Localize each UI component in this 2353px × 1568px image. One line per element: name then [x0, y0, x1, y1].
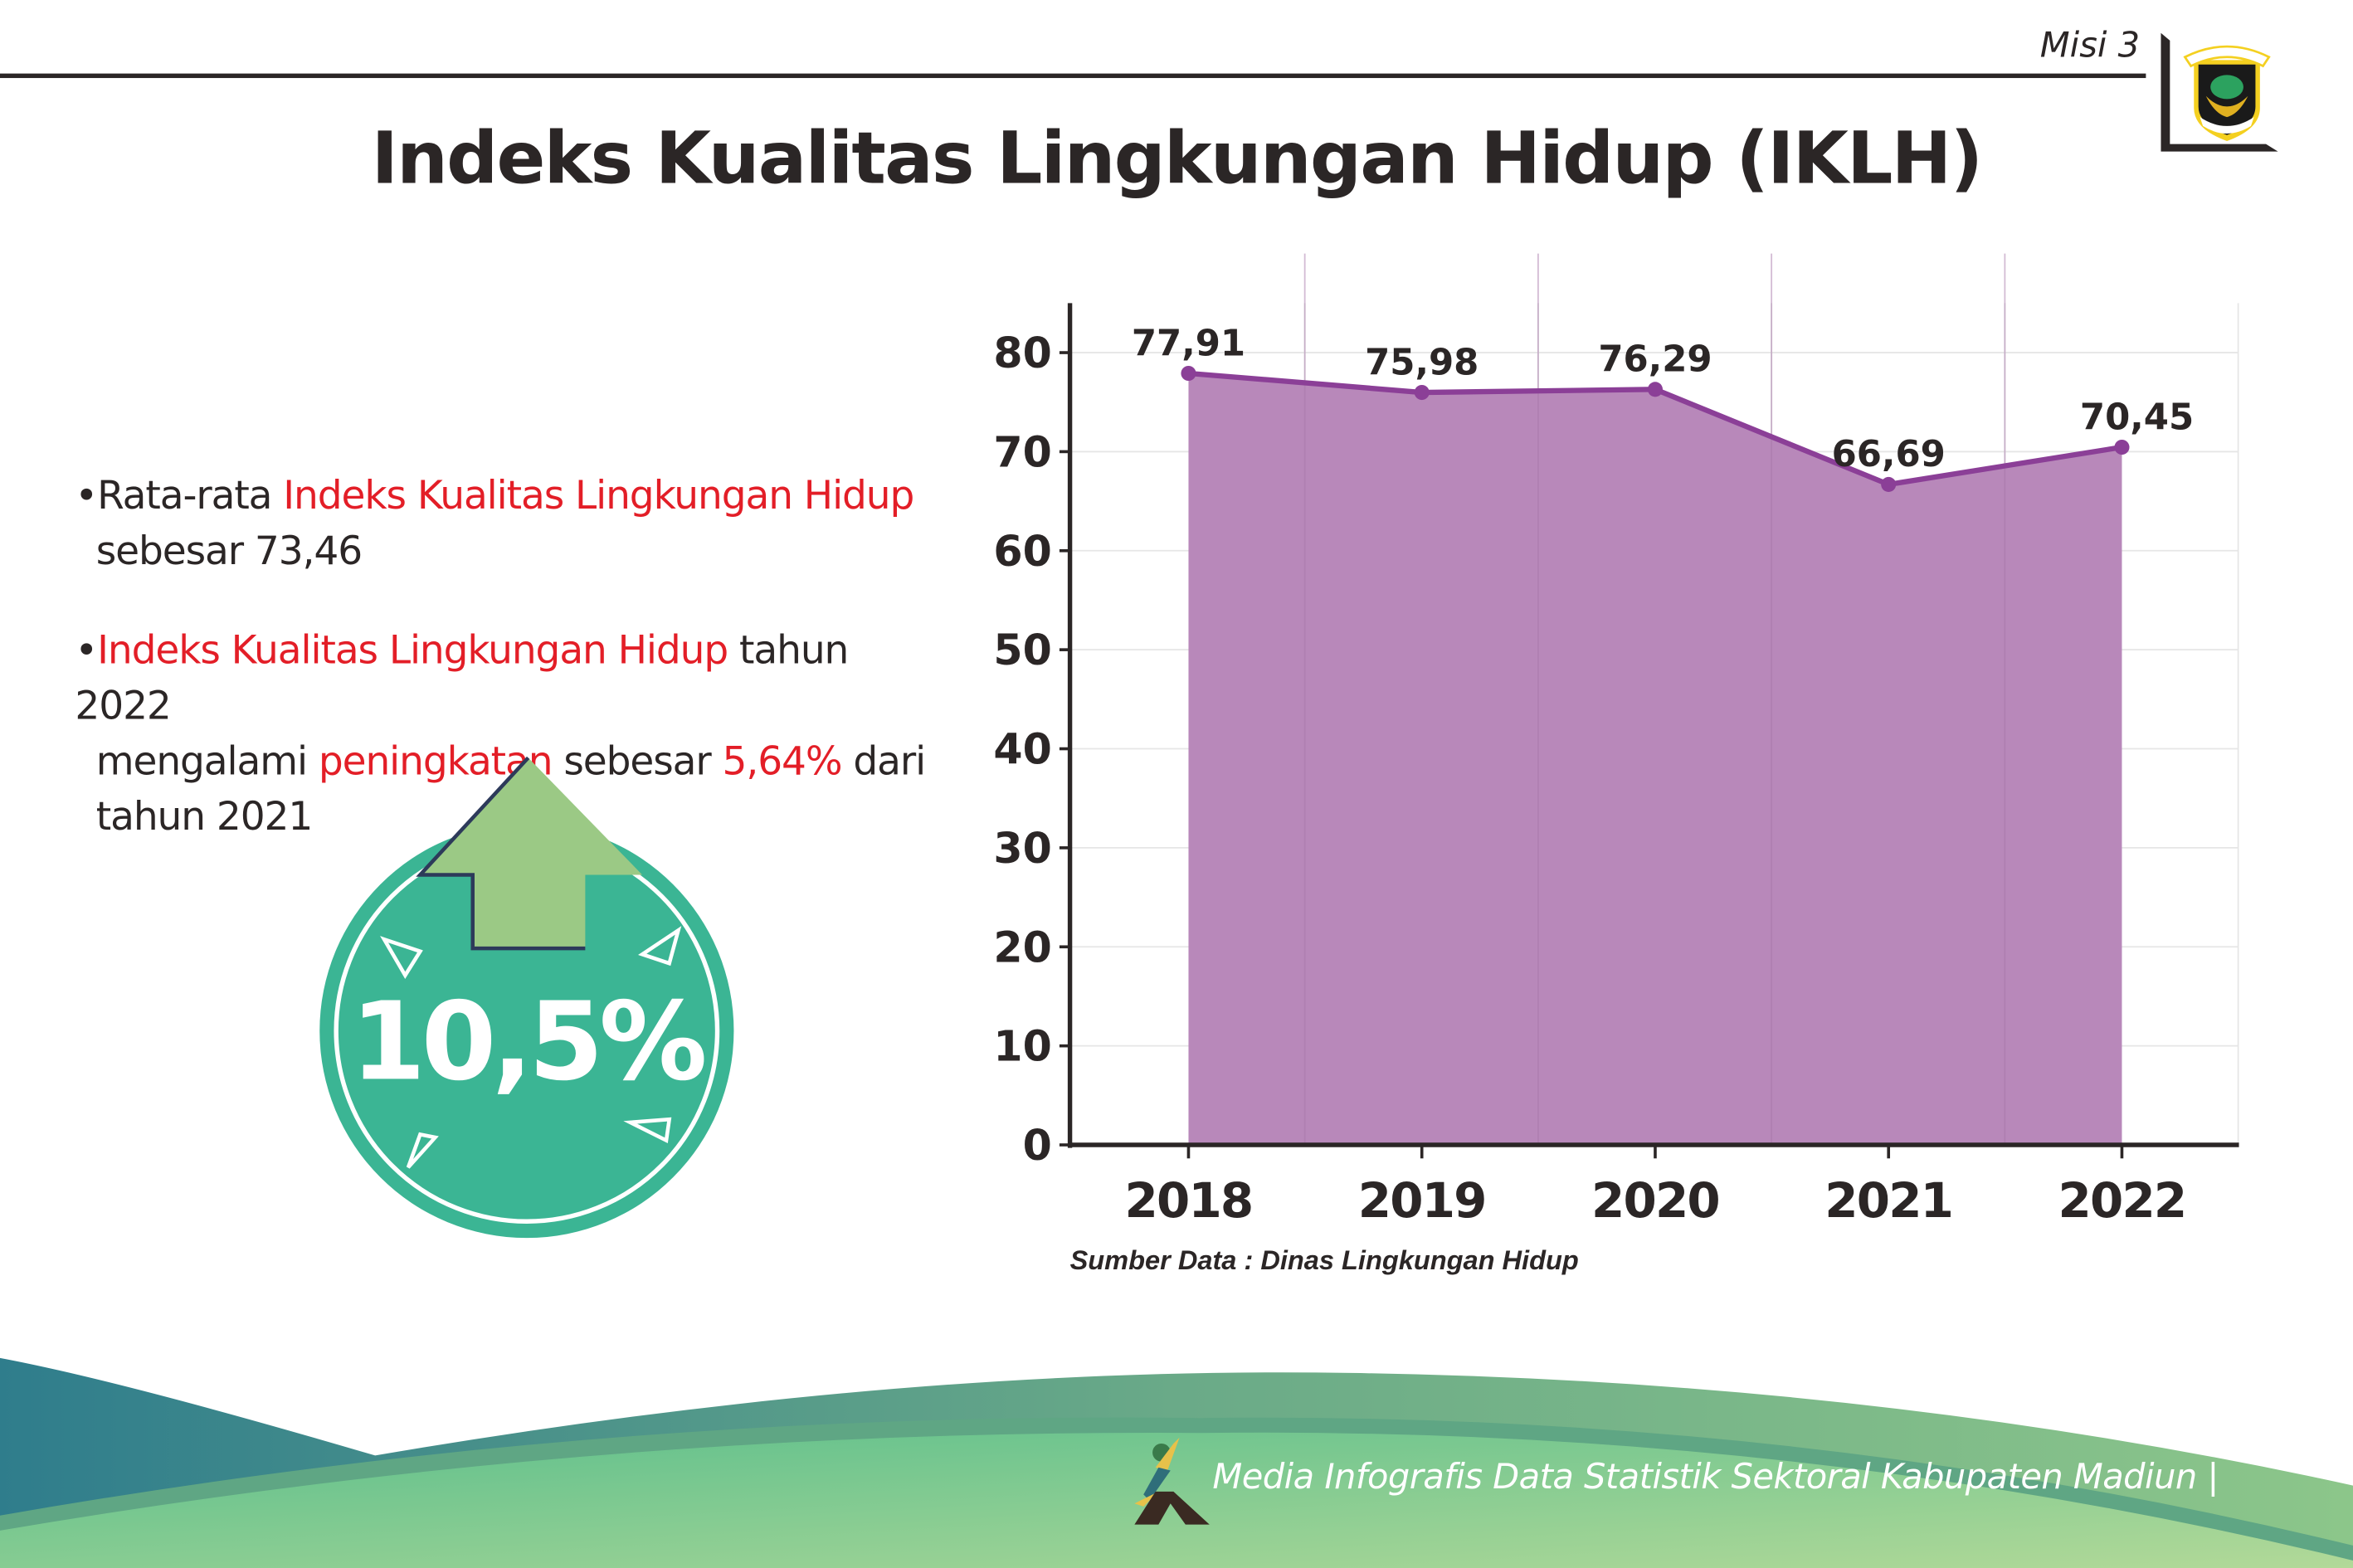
statistik-figure-logo	[1134, 1437, 1210, 1525]
growth-percentage: 10,5%	[350, 978, 707, 1105]
x-tick-label: 2019	[1358, 1172, 1486, 1229]
bullet-text: •Rata-rata	[75, 474, 284, 519]
arrow-up-icon	[416, 756, 643, 951]
bullet-highlight: Indeks Kualitas Lingkungan Hidup	[97, 628, 728, 674]
bullet-average: •Rata-rata Indeks Kualitas Lingkungan Hi…	[75, 470, 945, 581]
data-point-2022	[2114, 439, 2130, 455]
data-label-2021: 66,69	[1832, 434, 1946, 475]
bullet-text: mengalami	[95, 739, 319, 785]
y-tick-label: 10	[993, 1022, 1051, 1071]
data-label-2020: 76,29	[1598, 339, 1712, 381]
data-point-2020	[1647, 382, 1664, 397]
data-point-2018	[1181, 365, 1196, 382]
bullet-highlight: 5,64%	[722, 739, 843, 785]
bullet-text: sebesar	[552, 739, 723, 785]
data-point-2021	[1881, 476, 1897, 492]
bullet-highlight: Indeks Kualitas Lingkungan Hidup	[283, 474, 914, 519]
y-tick-label: 30	[993, 824, 1051, 873]
x-tick-label: 2020	[1591, 1172, 1719, 1229]
page-title: Indeks Kualitas Lingkungan Hidup (IKLH)	[371, 117, 1983, 202]
mission-label: Misi 3	[2039, 27, 2141, 66]
data-point-2019	[1414, 384, 1430, 401]
bullet-text: sebesar 73,46	[95, 529, 363, 575]
area-fill	[1188, 373, 2122, 1146]
sparkle-icons	[380, 926, 682, 1169]
y-tick-label: 70	[993, 427, 1051, 476]
data-label-2019: 75,98	[1365, 342, 1479, 383]
bullet-text: tahun 2021	[95, 795, 314, 840]
data-label-2018: 77,91	[1132, 323, 1245, 364]
x-tick-label: 2018	[1125, 1172, 1253, 1229]
growth-badge	[319, 756, 734, 1239]
data-label-2022: 70,45	[2080, 397, 2194, 438]
header-rule	[0, 32, 2278, 152]
x-tick-label: 2022	[2058, 1172, 2186, 1229]
footer-caption: Media Infografis Data Statistik Sektoral…	[1212, 1458, 2219, 1498]
y-tick-label: 80	[993, 329, 1051, 377]
data-source: Sumber Data : Dinas Lingkungan Hidup	[1069, 1245, 1579, 1276]
iklh-area-chart: 77,91 75,98 76,29 66,69 70,45 0 10 20 30 40 50 60 70…	[993, 253, 2239, 1229]
y-tick-label: 40	[993, 725, 1051, 774]
bullet-increase: •Indeks Kualitas Lingkungan Hidup tahun …	[75, 624, 945, 846]
y-tick-label: 0	[1023, 1121, 1052, 1170]
x-tick-label: 2021	[1824, 1172, 1952, 1229]
kabupaten-madiun-logo	[2183, 45, 2271, 142]
bullet-text: tahun 2022	[75, 628, 849, 730]
bullet-text: dari	[841, 739, 926, 785]
bullet-text: •	[75, 628, 98, 674]
y-tick-label: 20	[993, 923, 1051, 971]
y-tick-label: 50	[993, 626, 1051, 674]
y-tick-label: 60	[993, 527, 1051, 576]
